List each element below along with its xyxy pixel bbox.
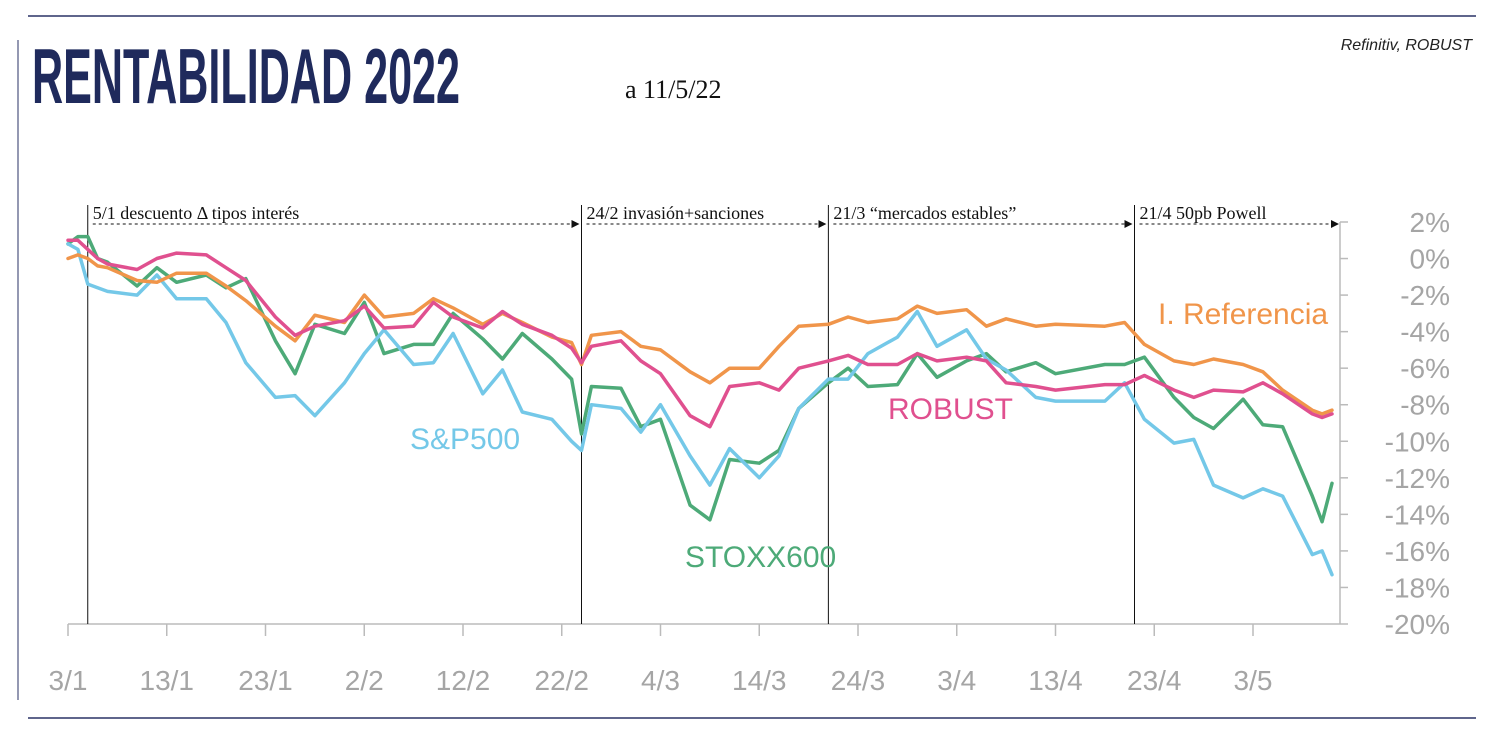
y-tick-label: 2% (1410, 207, 1450, 238)
chart-subtitle: a 11/5/22 (625, 75, 722, 104)
y-tick-label: -14% (1385, 499, 1450, 530)
y-tick-label: -2% (1400, 280, 1450, 311)
series-line (66, 242, 1334, 577)
x-tick-label: 3/1 (49, 665, 88, 696)
chart-title: RENTABILIDAD 2022 (32, 32, 460, 120)
y-tick-label: -4% (1400, 317, 1450, 348)
x-tick-label: 13/4 (1028, 665, 1083, 696)
x-tick-label: 22/2 (535, 665, 590, 696)
x-tick-label: 2/2 (345, 665, 384, 696)
series-label: I. Referencia (1158, 298, 1328, 331)
y-tick-label: -18% (1385, 572, 1450, 603)
x-tick-label: 4/3 (641, 665, 680, 696)
x-tick-label: 13/1 (140, 665, 195, 696)
y-tick-label: -10% (1385, 426, 1450, 457)
y-tick-label: 0% (1410, 244, 1450, 275)
x-tick-label: 14/3 (732, 665, 787, 696)
source: Refinitiv, ROBUST (1341, 37, 1474, 54)
series-label: STOXX600 (685, 541, 836, 574)
x-tick-label: 3/4 (937, 665, 976, 696)
event-label: 21/4 50pb Powell (1140, 203, 1267, 223)
series-line (66, 238, 1334, 429)
series-label: S&P500 (410, 423, 520, 456)
event-label: 5/1 descuento Δ tipos interés (93, 203, 300, 223)
event-label: 21/3 “mercados estables” (833, 203, 1016, 223)
x-tick-label: 24/3 (831, 665, 886, 696)
y-tick-label: -12% (1385, 463, 1450, 494)
y-tick-label: -16% (1385, 536, 1450, 567)
series-line (66, 234, 1334, 524)
x-tick-label: 3/5 (1234, 665, 1273, 696)
series-line (66, 253, 1334, 416)
x-tick-label: 23/4 (1127, 665, 1182, 696)
y-tick-label: -6% (1400, 353, 1450, 384)
y-tick-label: -20% (1385, 609, 1450, 640)
series-label: ROBUST (888, 393, 1013, 426)
x-tick-label: 12/2 (436, 665, 491, 696)
x-tick-label: 23/1 (238, 665, 293, 696)
event-label: 24/2 invasión+sanciones (587, 203, 765, 223)
y-tick-label: -8% (1400, 390, 1450, 421)
